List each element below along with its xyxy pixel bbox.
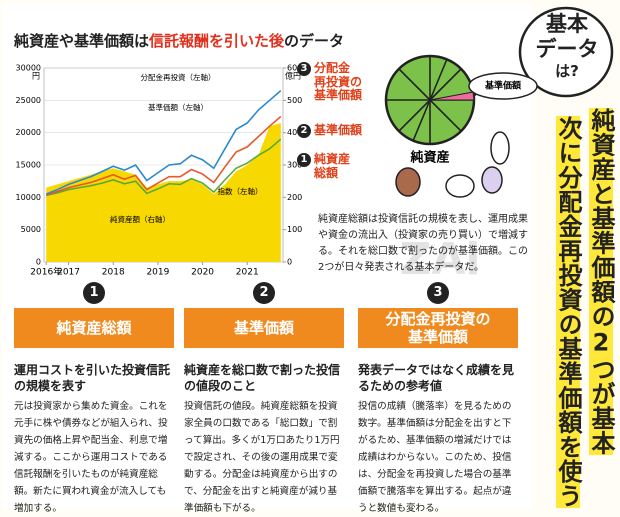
panel: 1 純資産総額運用コストを引いた投資信託の規模を表す元は投資家から集めた資金。これ… [14, 282, 174, 517]
y2-tick-label: 100 [287, 225, 302, 234]
y-tick-label: 15000 [16, 161, 41, 170]
x-tick-label: 2021 [236, 268, 259, 278]
x-tick-label: 2017 [57, 268, 80, 278]
panel-number: 1 [83, 282, 105, 304]
panel-number: 2 [253, 282, 275, 304]
x-tick-label: 2020 [191, 268, 214, 278]
y2-tick-label: 500 [287, 96, 302, 105]
pie-slice [429, 91, 475, 101]
callout-text: 総額 [314, 166, 339, 180]
panel-heading: 分配金再投資の 基準価額 [358, 308, 518, 348]
badge-circle [518, 6, 614, 98]
callout-text: 純資産 [314, 152, 351, 166]
title-part: 信託報酬を引いた後 [149, 32, 285, 50]
line [46, 138, 282, 197]
panel-heading-line: 純資産総額 [56, 319, 132, 337]
panel: 2 基準価額純資産を総口数で割った投信の値段のこと投資信託の値段。純資産総額を投資… [184, 282, 344, 517]
y-unit: 円 [32, 72, 40, 81]
y-tick-label: 20000 [16, 128, 41, 137]
series-label: 基準価額（左軸） [148, 102, 208, 112]
callout-text: 基準価額 [314, 123, 363, 137]
panel-number: 3 [427, 282, 449, 304]
y2-tick-label: 0 [287, 258, 292, 267]
y-tick-label: 30000 [16, 64, 41, 73]
y2-tick-label: 200 [287, 193, 302, 202]
panel-heading: 基準価額 [184, 308, 344, 348]
title: 純資産や基準価額は信託報酬を引いた後のデータ [14, 30, 344, 51]
headline-text: 次に分配金再投資の基準価額を使う [554, 116, 582, 508]
y-tick-label: 0 [36, 258, 41, 267]
callout-number: 3 [297, 62, 311, 76]
y2-unit: 億円 [285, 71, 301, 81]
panel-heading-line: 分配金再投資の [385, 310, 491, 328]
x-tick-label: 2019 [146, 268, 169, 278]
panel-heading: 純資産総額 [14, 308, 174, 348]
series-label: 分配金再投資（左軸） [141, 72, 216, 82]
y2-tick-label: 300 [287, 161, 302, 170]
panel-body: 投信の成績（騰落率）を見るための数字。基準価額は分配金を出すと下がるため、基準価… [358, 401, 512, 514]
series-label: 純資産額（右軸） [110, 214, 170, 224]
headline-text: 純資産と基準価額の2つが基本 [587, 108, 615, 455]
x-tick-label: 2016年 [30, 266, 62, 278]
title-part: のデータ [284, 32, 345, 50]
y-tick-label: 25000 [16, 96, 41, 105]
label-bubble [468, 72, 538, 100]
pie-illustration [384, 54, 538, 146]
callout: 3 分配金 再投資の 基準価額 [297, 62, 362, 102]
line [45, 90, 282, 195]
callout-text: 分配金 [314, 61, 351, 75]
panel-subheading: 発表データではなく成績を見るための参考値 [358, 363, 515, 393]
y-tick-label: 10000 [16, 193, 41, 202]
panel-heading-line: 基準価額 [407, 328, 468, 346]
panel-heading-line: 基準価額 [233, 319, 294, 337]
line [45, 115, 282, 197]
callout-number: 1 [297, 153, 311, 167]
badge: 基本 データ は? [522, 6, 612, 96]
title-part: 純資産や基準価額は [14, 32, 150, 50]
callout-text: 基準価額 [314, 88, 363, 102]
headline-column: 純資産と基準価額の2つが基本 [586, 108, 616, 455]
badge-line: データ [535, 37, 599, 61]
x-tick-label: 2018 [102, 268, 125, 278]
watermark: ZAi [399, 234, 480, 285]
panel-body: 元は投資家から集めた資金。これを元手に株や債券などが組入られ、投資先の価格上昇や… [14, 401, 168, 514]
panel-body: 投資信託の値段。純資産総額を投資家全員の口数である「総口数」で割って算出。多くが… [184, 401, 340, 514]
headline-column: 次に分配金再投資の基準価額を使う [553, 116, 583, 508]
callout: 2 基準価額 [297, 124, 362, 138]
series-label: 指数（左軸） [218, 186, 263, 196]
panel: 3 分配金再投資の 基準価額発表データではなく成績を見るための参考値投信の成績（騰落… [358, 282, 518, 517]
y2-tick-label: 600 [287, 64, 302, 73]
callout: 1 純資産 総額 [297, 153, 350, 180]
area [46, 122, 281, 262]
badge-line: は? [555, 62, 579, 80]
pie-label: 純資産 [409, 150, 449, 166]
callout-number: 2 [297, 124, 311, 138]
description: 純資産総額は投資信託の規模を表し、運用成果や資金の流出入（投資家の売り買い）で増… [318, 214, 528, 273]
badge-line: 基本 [546, 12, 588, 36]
y-tick-label: 5000 [21, 225, 41, 234]
y2-tick-label: 400 [287, 128, 302, 137]
characters [395, 131, 510, 198]
callout-text: 再投資の [314, 75, 363, 89]
panel-subheading: 運用コストを引いた投資信託の規模を表す [14, 363, 171, 393]
slice-label: 基準価額 [484, 80, 522, 92]
panel-subheading: 純資産を総口数で割った投信の値段のこと [184, 363, 341, 393]
